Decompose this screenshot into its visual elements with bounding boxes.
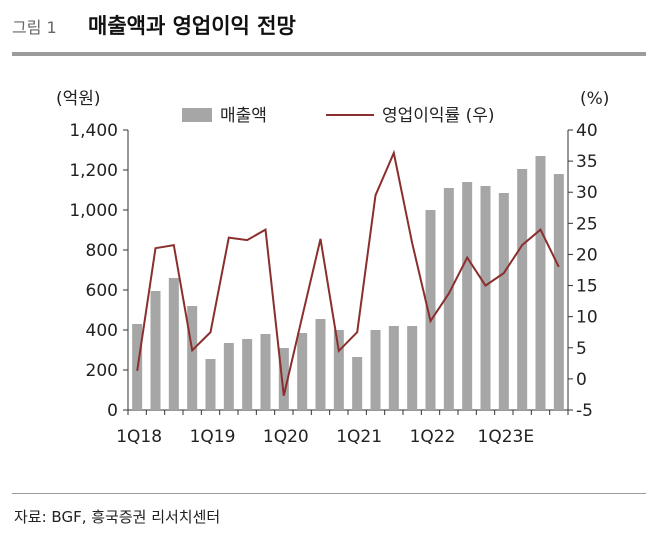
x-tick-label: 1Q23E	[478, 427, 535, 447]
left-tick-label: 200	[86, 361, 118, 381]
left-tick-label: 800	[86, 241, 118, 261]
bar	[425, 210, 436, 410]
right-tick-label: 25	[576, 214, 598, 234]
bottom-divider	[12, 493, 646, 494]
bar	[242, 339, 253, 410]
right-axis-unit: (%)	[580, 89, 609, 109]
bar	[205, 359, 216, 410]
left-axis-unit: (억원)	[56, 89, 101, 109]
legend-line-label: 영업이익률 (우)	[382, 106, 495, 126]
bar	[150, 291, 161, 410]
bar	[517, 169, 528, 410]
right-tick-label: 15	[576, 277, 598, 297]
bar	[535, 156, 546, 410]
bar-series	[132, 156, 564, 410]
x-tick-label: 1Q18	[116, 427, 162, 447]
x-tick-label: 1Q20	[263, 427, 309, 447]
legend: 매출액 영업이익률 (우)	[182, 106, 495, 126]
left-tick-label: 1,200	[69, 161, 118, 181]
right-tick-label: 40	[576, 121, 598, 141]
right-tick-label: 0	[576, 370, 587, 390]
bar	[370, 330, 381, 410]
right-tick-label: 5	[576, 339, 587, 359]
left-tick-label: 400	[86, 321, 118, 341]
bar	[278, 348, 289, 410]
bar	[480, 186, 491, 410]
chart-axes: 0 200 400 600 800 1,000 1,200 1,400 -5 0 5 10 15 20 25…	[56, 89, 609, 447]
bar	[168, 278, 179, 410]
x-tick-label: 1Q21	[336, 427, 382, 447]
legend-bar-label: 매출액	[220, 106, 267, 126]
right-tick-label: 30	[576, 183, 598, 203]
right-tick-label: 20	[576, 245, 598, 265]
top-divider	[12, 52, 646, 56]
bar	[260, 334, 271, 410]
figure-title: 매출액과 영업이익 전망	[88, 14, 296, 38]
legend-bar-swatch	[182, 108, 212, 122]
line-series	[136, 149, 560, 396]
x-tick-label: 1Q19	[190, 427, 236, 447]
bar	[187, 306, 198, 410]
bar	[297, 333, 308, 410]
right-tick-label: 35	[576, 152, 598, 172]
bar	[388, 326, 399, 410]
bar	[498, 193, 509, 410]
bar	[462, 182, 473, 410]
left-tick-label: 1,400	[69, 121, 118, 141]
figure-label: 그림 1	[12, 18, 57, 37]
bar	[352, 357, 363, 410]
bar	[407, 326, 418, 410]
bar	[223, 343, 234, 410]
bar	[333, 330, 344, 410]
source-note: 자료: BGF, 흥국증권 리서치센터	[14, 508, 221, 526]
left-tick-label: 0	[107, 401, 118, 421]
x-tick-label: 1Q22	[410, 427, 456, 447]
bar	[315, 319, 326, 410]
bar	[553, 174, 564, 410]
right-tick-label: 10	[576, 308, 598, 328]
margin-line	[136, 149, 560, 396]
left-tick-label: 600	[86, 281, 118, 301]
right-tick-label: -5	[576, 401, 593, 421]
left-tick-label: 1,000	[69, 201, 118, 221]
bar	[443, 188, 454, 410]
